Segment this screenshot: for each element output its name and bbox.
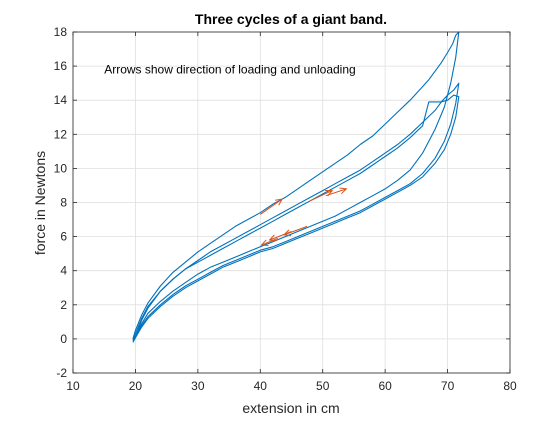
y-tick-label: 4	[60, 264, 67, 278]
direction-arrow	[325, 187, 348, 197]
x-tick-label: 40	[254, 379, 268, 393]
direction-arrow	[282, 225, 308, 237]
y-tick-label: 10	[54, 161, 68, 175]
data-layer	[132, 31, 460, 343]
arrow-head	[282, 229, 292, 237]
x-tick-label: 70	[441, 379, 455, 393]
x-tick-label: 20	[129, 379, 143, 393]
y-tick-label: 12	[54, 127, 68, 141]
y-tick-label: 16	[54, 59, 68, 73]
y-tick-label: 6	[60, 230, 67, 244]
tick-layer: 10 20 30 40 50 60 70 80 -2 0 2 4 6 8 10 12 14 16 18	[54, 25, 517, 393]
arrow-shaft	[325, 188, 347, 197]
y-tick-label: 0	[60, 332, 67, 346]
annotation-text: Arrows show direction of loading and unl…	[104, 63, 356, 77]
x-tick-label: 50	[316, 379, 330, 393]
series-line-cycle-2	[132, 82, 460, 341]
y-tick-label: 14	[54, 93, 68, 107]
y-tick-label: -2	[56, 366, 67, 380]
arrow-shaft	[259, 198, 283, 215]
direction-arrow	[260, 237, 278, 246]
x-axis-label: extension in cm	[242, 400, 339, 416]
y-tick-label: 18	[54, 25, 68, 39]
arrow-shaft	[261, 237, 278, 246]
arrow-layer	[259, 187, 348, 246]
arrow-head	[275, 198, 284, 206]
arrow-head	[268, 234, 277, 242]
x-tick-label: 10	[66, 379, 80, 393]
arrow-head	[339, 187, 348, 195]
series-line-cycle-3	[132, 94, 460, 343]
arrow-shaft	[310, 190, 333, 202]
x-tick-label: 30	[191, 379, 205, 393]
direction-arrow	[268, 231, 292, 242]
x-tick-label: 80	[503, 379, 517, 393]
arrow-head	[260, 239, 269, 246]
direction-arrow	[259, 198, 284, 215]
arrow-shaft	[269, 231, 292, 241]
grid-layer	[72, 31, 511, 374]
series-line-cycle-1	[132, 31, 460, 341]
y-axis-label: force in Newtons	[32, 151, 48, 255]
arrow-shaft	[283, 225, 308, 236]
x-tick-label: 60	[378, 379, 392, 393]
y-tick-label: 2	[60, 298, 67, 312]
y-tick-label: 8	[60, 196, 67, 210]
chart-title: Three cycles of a giant band.	[195, 11, 387, 27]
